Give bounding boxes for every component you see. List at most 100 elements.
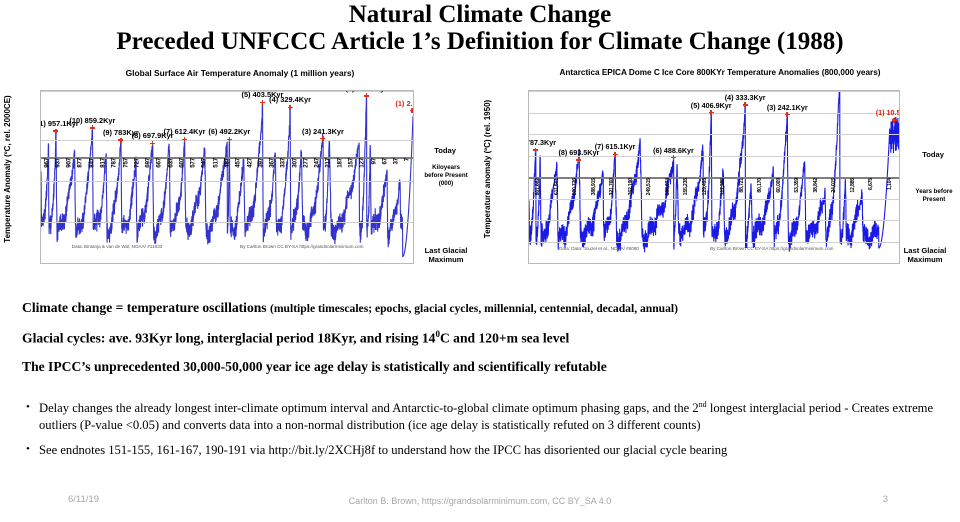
peak-callout: (6) 492.2Kyr [208,127,251,137]
x-axis-tick: 801,662 [535,178,542,196]
x-axis-tick: 187 [336,157,344,168]
x-axis-tick: 262,190 [627,178,634,196]
peak-callout: (11) 957.1Kyr [41,119,79,129]
gridline [41,263,413,264]
statement-superscript: 0 [435,328,440,339]
bullet-text-post: longest interglacial period - Creates ex… [39,401,934,433]
statement-1: Climate change = temperature oscillation… [22,300,947,316]
chart-right-series [529,91,899,263]
statement-3: The IPCC’s unprecedented 30,000-50,000 y… [22,358,607,374]
peak-callout: (9) 783Kyr [102,128,139,138]
gridline [41,181,413,183]
peak-callout: (4) 329.4Kyr [269,95,312,105]
gridline [529,134,899,135]
chart-left-plot-area: 3-3-8-13-1896793790787784781778775772769… [40,90,414,264]
peak-callout: (1) 2.1Kyr [395,98,413,108]
x-axis-tick: 24,015 [831,178,838,193]
peak-callout: (8) 693.5Kyr [558,147,600,157]
x-axis-tick: 97 [370,157,378,164]
gridline [529,263,899,264]
peak-callout: (2) 124.8Kyr [345,91,387,93]
chart-left-x-axis-note: Kiloyears before Present (000) [424,164,468,187]
x-axis-tick: 129,493 [701,178,708,196]
chart-left-title: Global Surface Air Temperature Anomaly (… [125,68,355,78]
x-axis-tick: 321,760 [609,178,616,196]
x-axis-tick: 155,235 [683,178,690,196]
x-axis-tick: 457 [234,157,242,168]
x-axis-tick: 307 [291,157,299,168]
peak-callout: (7) 615.1Kyr [594,142,636,152]
chart-left-series [41,91,413,263]
title-line-1: Natural Climate Change [348,1,612,28]
slide-title: Natural Climate Change Preceded UNFCCC A… [0,1,960,55]
chart-left-y-axis-label: Temperature Anomaly (ºC, rel. 2000CE) [3,95,12,243]
peak-callout: (1) 10.5Kyr [875,108,899,118]
x-axis-tick: 1,104 [886,178,893,190]
x-axis-tick: 60,009 [775,178,782,193]
gridline [529,220,899,221]
x-axis-tick: 38,842 [812,178,819,193]
x-axis-tick: 757 [122,157,130,168]
bullet-marker-icon: • [26,443,30,456]
chart-left-attribution: By Carlton Brown CC BY-SA https://grands… [240,244,364,249]
chart-left-today-label: Today [434,146,456,155]
chart-global-surface-temperature: Global Surface Air Temperature Anomaly (… [2,68,478,290]
peak-callout: (5) 403.5Kyr [241,90,284,100]
x-axis-tick: 907 [65,157,73,168]
chart-epica-dome-c-ice-core: Antarctica EPICA Dome C Ice Core 800KYr … [482,68,958,290]
x-axis-tick: 817 [99,157,107,168]
x-axis-tick: 337 [279,157,287,168]
peak-callout: (6) 488.6Kyr [653,145,694,155]
bullet-text-pre: See endnotes 151-155, 161-167, 190-191 v… [39,443,728,458]
x-axis-tick: 117,385 [720,178,727,196]
chart-right-x-axis-note: Years before Present [915,188,953,203]
x-axis-tick: 12,885 [849,178,856,193]
gridline [529,91,899,92]
x-axis-tick: 727 [133,157,141,168]
x-axis-tick: 88,721 [738,178,745,193]
peak-callout: (3) 242.1Kyr [766,102,808,112]
chart-right-lgm-label: Last Glacial Maximum [903,246,947,265]
gridline [529,198,899,200]
chart-right-today-label: Today [922,150,944,159]
x-axis-tick: 427 [246,157,254,168]
bullet-item: • Delay changes the already longest inter… [26,400,942,434]
x-axis-tick: 577 [189,157,197,168]
x-axis-tick: 517 [212,157,220,168]
x-axis-tick: 611,561 [553,178,560,196]
footer-date: 6/11/19 [68,494,99,505]
bullet-marker-icon: • [26,401,30,413]
peak-callout: (7) 612.4Kyr [163,127,206,137]
x-axis-tick: 247 [313,157,321,168]
peak-callout: (9) 787.3Kyr [528,138,557,148]
bullet-superscript: nd [698,400,707,409]
statement-list: Climate change = temperature oscillation… [22,300,947,387]
statement-detail: (multiple timescales; epochs, glacial cy… [270,302,679,315]
chart-right-data-source: Data: Data: Jouzel et al., NOAA/ #6080 [559,246,639,251]
bullet-text: Delay changes the already longest inter-… [39,400,942,434]
x-axis-tick: 388,915 [590,178,597,196]
gridline [41,140,413,142]
title-line-2: Preceded UNFCCC Article 1’s Definition f… [116,27,844,55]
x-axis-tick: 667 [155,157,163,168]
x-axis-tick: 547 [200,157,208,168]
x-axis-tick: 53,359 [794,178,801,193]
statement-main: Climate change = temperature oscillation… [22,300,270,315]
chart-right-y-axis-label: Temperature anomaly (ºC) (rel. 1950) [483,99,492,239]
gridline [529,155,899,157]
chart-right-title: Antarctica EPICA Dome C Ice Core 800KYr … [559,68,881,77]
x-axis-tick: 937 [54,157,62,168]
gridline [529,241,899,243]
bullet-item: • See endnotes 151-155, 161-167, 190-191 … [26,442,942,459]
bullet-text-pre: Delay changes the already longest inter-… [39,401,699,416]
x-axis-tick: 188,674 [664,178,671,196]
x-axis-tick: 249,515 [646,178,653,196]
reference-line [529,177,899,179]
x-axis-tick: 367 [268,157,276,168]
x-axis-tick: 697 [144,157,152,168]
x-axis-tick: 157 [347,157,355,168]
x-axis-tick: 500,726 [572,178,579,196]
charts-row: Global Surface Air Temperature Anomaly (… [0,68,960,290]
statement-main: Glacial cycles: ave. 93Kyr long, intergl… [22,330,436,346]
chart-left-data-source: Data: Bintanja & van de Wal, NOAA/ #1193… [71,244,163,249]
